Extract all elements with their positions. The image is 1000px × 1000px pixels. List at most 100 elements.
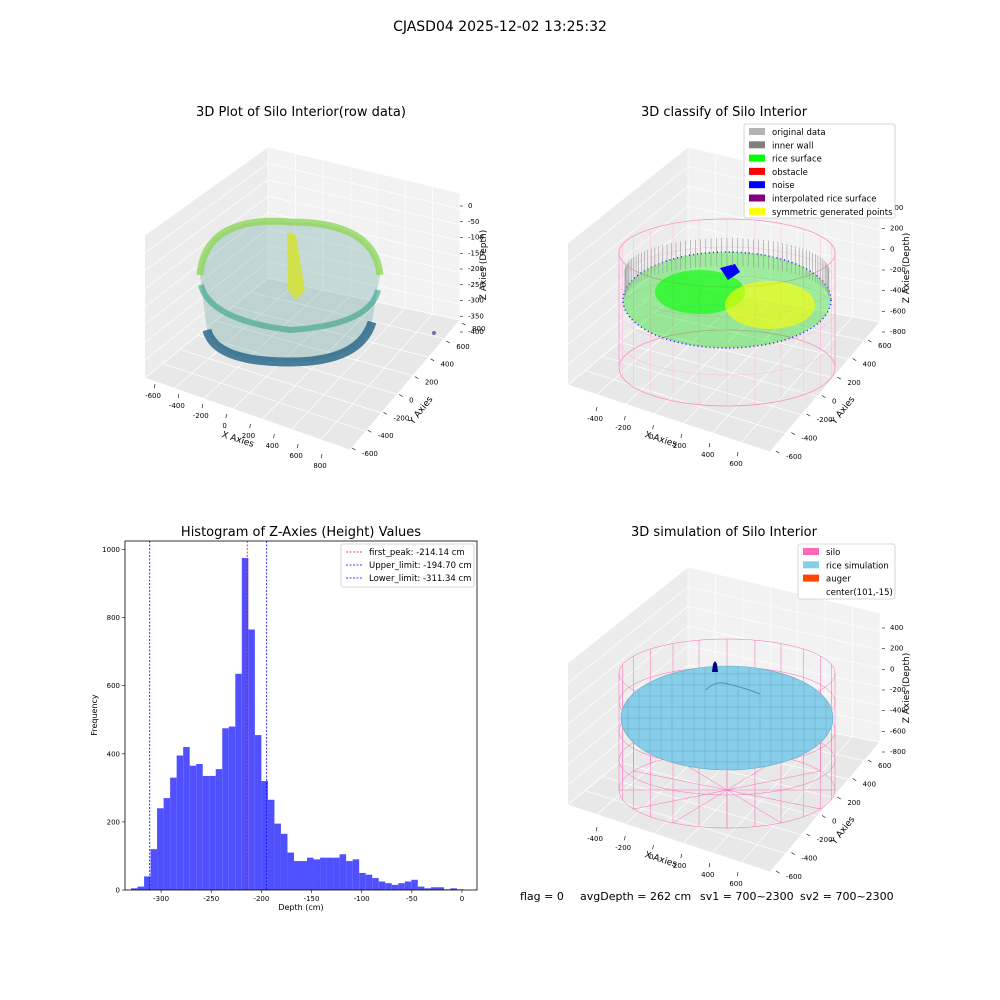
panel4-x-tick-mark — [624, 835, 626, 841]
histogram-bar — [359, 872, 366, 890]
panel2-y-tick-label: -400 — [801, 435, 817, 443]
histogram-bar — [222, 728, 229, 890]
histogram-x-tick-label: -150 — [304, 895, 320, 903]
grid-line — [215, 320, 413, 377]
panel4-z-tick-label: 400 — [890, 624, 903, 632]
histogram-legend-label: Upper_limit: -194.70 cm — [369, 561, 472, 571]
panel-simulation-3d: 3D simulation of Silo Interior -400 -200 0… — [567, 525, 912, 888]
panel1-y-tick-mark — [414, 376, 419, 379]
histogram-x-tick-label: 0 — [460, 895, 464, 903]
grid-line — [180, 349, 382, 414]
histogram-bar — [183, 746, 190, 890]
panel4-xlabel: X Axies — [643, 850, 678, 870]
histogram-bar — [450, 888, 457, 890]
histogram-title: Histogram of Z-Axies (Height) Values — [181, 525, 421, 540]
panel4-y-tick-mark — [775, 870, 780, 874]
panel1-y-tick-mark — [446, 340, 450, 344]
histogram-bar — [274, 823, 281, 890]
panel4-left-pane — [568, 567, 688, 805]
histogram-bar — [404, 881, 412, 890]
panel1-y-tick-mark — [351, 447, 356, 451]
panel4-y-tick-mark — [852, 778, 857, 781]
grid-line — [740, 316, 853, 443]
panel1-x-tick-label: 800 — [313, 462, 326, 470]
panel1-z-tick-label: -100 — [468, 234, 484, 242]
panel4-y-tick-mark — [837, 796, 841, 800]
panel4-z-tick-label: 200 — [890, 645, 903, 653]
histogram-bar — [150, 849, 158, 890]
histogram-x-tick-label: -100 — [354, 895, 370, 903]
panel2-classified-points — [618, 218, 836, 407]
panel4-y-tick-label: -600 — [786, 873, 802, 881]
panel2-y-tick-label: -200 — [817, 416, 833, 424]
histogram-bar — [241, 558, 249, 890]
panel4-y-tick-mark — [867, 759, 872, 763]
panel2-x-tick-label: -200 — [615, 424, 631, 432]
panel2-z-tick-label: -200 — [890, 266, 906, 274]
grid-line — [250, 291, 445, 339]
histogram-bar — [196, 764, 203, 890]
histogram-y-tick-label: 0 — [116, 887, 120, 895]
silo-floor-spoke — [726, 789, 782, 824]
panel2-zlabel: Z Axies (Depth) — [902, 233, 912, 304]
panel1-z-tick-label: -200 — [468, 265, 484, 273]
panel1-x-tick-label: 0 — [222, 422, 226, 430]
panel4-x-tick-label: -200 — [615, 844, 631, 852]
panel1-zlabel: Z Axies (Depth) — [479, 230, 489, 301]
panel2-legend-label: rice surface — [772, 155, 822, 165]
panel4-title: 3D simulation of Silo Interior — [631, 525, 818, 540]
panel4-z-tick-label: 0 — [890, 665, 894, 673]
panel2-legend — [743, 123, 896, 219]
grid-line — [567, 245, 689, 345]
panel1-y-tick-label: 600 — [456, 343, 469, 351]
histogram-y-ticks: 0 200 400 600 800 1000 — [102, 546, 125, 895]
panel1-x-tick-mark — [201, 403, 204, 409]
panel4-y-tick-label: -400 — [801, 855, 817, 863]
grid-line — [567, 166, 689, 264]
panel4-x-tick-label: 400 — [701, 871, 714, 879]
histogram-bar — [437, 887, 444, 890]
panel2-x-tick-label: 600 — [729, 460, 742, 468]
panel2-y-tick-mark — [821, 395, 826, 398]
panel2-y-tick-mark — [806, 413, 811, 417]
panel2-x-tick-label: 200 — [673, 442, 686, 450]
histogram-x-tick-label: -300 — [153, 895, 169, 903]
panel4-x-tick-label: 0 — [649, 853, 653, 861]
panel1-x-tick-mark — [249, 423, 251, 429]
panel2-z-tick-label: 200 — [890, 225, 903, 233]
histogram-bar — [398, 883, 405, 890]
histogram-bar — [378, 881, 386, 890]
grid-line — [567, 586, 689, 684]
panel2-title: 3D classify of Silo Interior — [641, 105, 808, 120]
grid-line — [267, 179, 461, 226]
panel-classify-3d: 3D classify of Silo Interior -400 -200 0 20… — [567, 105, 912, 468]
panel2-x-tick-mark — [596, 406, 598, 412]
histogram-x-tick-label: -250 — [203, 895, 219, 903]
panel4-legend-items: silo rice simulation auger center(101,-15) — [803, 548, 893, 598]
panel1-y-tick-label: 800 — [472, 325, 485, 333]
panel4-y-tick-label: 0 — [832, 818, 836, 826]
histogram-bar — [313, 859, 321, 890]
grid-line — [144, 377, 351, 451]
silo-floor-spoke — [726, 789, 821, 810]
panel4-x-tick-mark — [737, 871, 739, 877]
panel2-y-tick-mark — [775, 450, 780, 454]
grid-line — [625, 295, 744, 405]
panel1-x-tick-label: -400 — [169, 402, 185, 410]
grid-line — [144, 195, 269, 289]
panel2-legend-label: symmetric generated points — [772, 208, 893, 218]
panel2-legend-swatch — [749, 154, 765, 162]
panel2-legend-swatch — [749, 194, 765, 202]
histogram-bar — [372, 878, 379, 890]
histogram-bar — [391, 884, 399, 890]
panel1-y-tick-label: 200 — [425, 379, 438, 387]
grid-line — [687, 586, 881, 632]
figure-suptitle: CJASD04 2025-12-02 13:25:32 — [393, 19, 607, 35]
histogram-bar — [287, 852, 294, 890]
grid-line — [687, 606, 881, 651]
histogram-bar — [235, 673, 242, 890]
panel4-legend-swatch — [803, 548, 819, 555]
grid-line — [567, 146, 689, 244]
histogram-bar — [215, 769, 223, 890]
grid-line — [267, 146, 461, 194]
